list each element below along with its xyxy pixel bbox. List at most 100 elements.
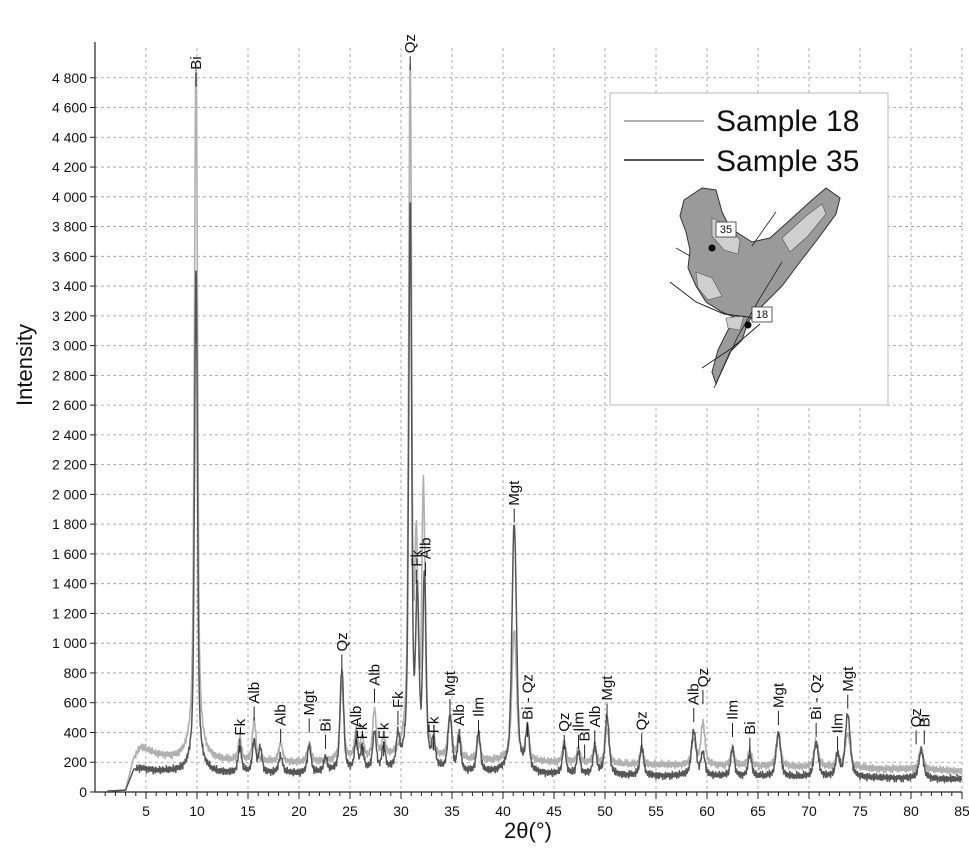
peak-label: Ilm [471, 697, 488, 717]
peak-label: Fk [354, 722, 371, 739]
peak-label: Mgt [301, 690, 318, 716]
map-light-zone [781, 203, 827, 253]
legend: Sample 18 Sample 35 35 18 [609, 92, 889, 406]
x-tick-label: 65 [750, 803, 766, 819]
y-tick-label: 1 600 [52, 546, 87, 562]
axes: 0 200 400 600 800 1 000 1 200 1 400 1 600 1 800 2 … [52, 42, 969, 819]
peak-label: Qz [334, 632, 351, 651]
peak-label: Alb [418, 538, 435, 560]
y-axis-title: Intensity [12, 324, 37, 406]
peak-label: Alb [587, 706, 604, 728]
x-tick-label: 35 [444, 803, 460, 819]
map-sample-tag-35 [715, 221, 737, 238]
y-tick-label: 1 400 [52, 576, 87, 592]
x-tick-label: 45 [546, 803, 562, 819]
y-tick-label: 4 600 [52, 100, 87, 116]
x-tick-label: 25 [342, 803, 358, 819]
peak-label: Mgt [770, 682, 787, 708]
map-fault-line [713, 261, 783, 389]
y-tick-label: 3 400 [52, 278, 87, 294]
y-tick-label: 600 [64, 695, 88, 711]
y-tick-label: 4 200 [52, 159, 87, 175]
y-tick-label: 4 000 [52, 189, 87, 205]
x-tick-label: 30 [393, 803, 409, 819]
y-tick-label: 4 400 [52, 129, 87, 145]
y-tick-label: 2 000 [52, 486, 87, 502]
y-tick-label: 400 [64, 724, 88, 740]
peak-label: Fk [390, 691, 407, 708]
peak-label: Fk [376, 722, 393, 739]
peak-label: Bi - Qz [808, 674, 825, 720]
y-tick-label: 4 800 [52, 70, 87, 86]
x-tick-label: 40 [495, 803, 511, 819]
peak-label: Qz [556, 713, 573, 732]
peak-label: Qz [695, 668, 712, 687]
x-tick-label: 75 [852, 803, 868, 819]
peak-label: Mgt [599, 675, 616, 701]
peak-label: Qz [908, 708, 925, 727]
x-tick-label: 20 [291, 803, 307, 819]
peak-label: Qz [634, 711, 651, 730]
x-tick-label: 85 [954, 803, 969, 819]
y-tick-label: 2 200 [52, 457, 87, 473]
map-sample-tag-18 [751, 306, 773, 323]
y-tick-label: 3 000 [52, 338, 87, 354]
peak-label: Mgt [840, 666, 857, 692]
y-tick-label: 2 600 [52, 397, 87, 413]
map-sample-label-35: 35 [720, 224, 732, 236]
x-tick-label: 60 [699, 803, 715, 819]
peak-label: Bi [318, 718, 335, 731]
peak-label: Fk [232, 718, 249, 735]
map-fault-line [751, 211, 777, 247]
series-line-sample-35 [106, 202, 963, 792]
peak-label: Bi [577, 728, 594, 741]
y-tick-label: 2 400 [52, 427, 87, 443]
series-layer [106, 63, 963, 792]
peak-label: Alb [367, 664, 384, 686]
peak-label: Bi [742, 721, 759, 734]
map-fault-line [701, 323, 761, 369]
series-line-sample-18 [106, 63, 963, 792]
y-tick-label: 1 000 [52, 635, 87, 651]
y-tick-label: 1 800 [52, 516, 87, 532]
peak-label: Bi - Qz [520, 674, 537, 720]
peak-label: Fk [426, 716, 443, 733]
map-light-zone [725, 315, 745, 331]
peak-label: Qz [402, 34, 419, 53]
peak-label: Bi [188, 56, 205, 69]
y-tick-label: 1 200 [52, 605, 87, 621]
peak-label: Fk [408, 550, 425, 567]
y-tick-label: 0 [79, 784, 87, 800]
peak-label: Alb [686, 683, 703, 705]
x-tick-label: 5 [142, 803, 150, 819]
x-tick-label: 15 [240, 803, 256, 819]
x-tick-label: 10 [189, 803, 205, 819]
x-tick-label: 70 [801, 803, 817, 819]
peak-label: Alb [348, 706, 365, 728]
x-axis-title: 2θ(°) [504, 818, 552, 843]
peak-label: Ilm [830, 713, 847, 733]
peak-label: Alb [273, 704, 290, 726]
peak-label: Mgt [442, 670, 459, 696]
map-sample-label-18: 18 [756, 309, 768, 321]
legend-label-sample-35: Sample 35 [716, 145, 859, 178]
peak-label: Alb [246, 682, 263, 704]
map-fault-line [669, 281, 757, 319]
peak-label: Ilm [571, 712, 588, 732]
y-tick-label: 3 600 [52, 248, 87, 264]
map-sample-point-18 [744, 321, 752, 329]
y-tick-label: 3 800 [52, 219, 87, 235]
peak-label: Alb [451, 704, 468, 726]
map-light-zone [695, 271, 723, 301]
y-tick-label: 3 200 [52, 308, 87, 324]
y-tick-label: 800 [64, 665, 88, 681]
x-tick-label: 55 [648, 803, 664, 819]
y-tick-label: 2 800 [52, 367, 87, 383]
x-tick-label: 80 [903, 803, 919, 819]
peak-label: Ilm [725, 700, 742, 720]
y-tick-label: 200 [64, 754, 88, 770]
map-sample-point-35 [708, 244, 716, 252]
x-tick-label: 50 [597, 803, 613, 819]
